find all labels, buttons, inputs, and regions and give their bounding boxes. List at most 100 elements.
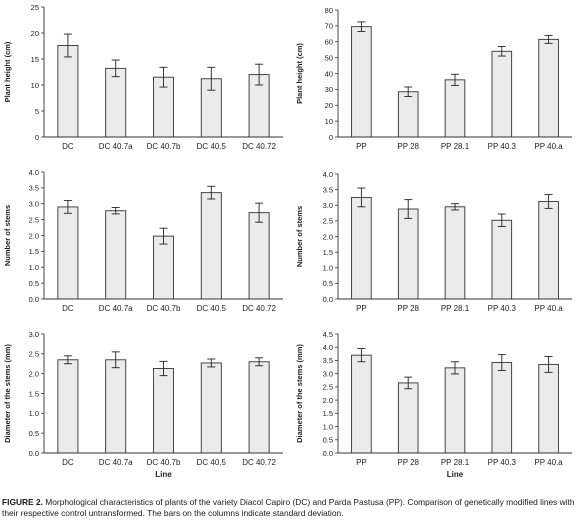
bar-5 [538,201,559,300]
y-axis-label: Diameter of the stems (mm) [295,344,304,443]
y-tick-label: 25 [31,3,39,12]
y-tick-label: 0.0 [323,295,333,304]
bar-4 [200,192,222,300]
bar-5 [538,38,559,138]
bar-1 [57,206,79,300]
y-tick-label: 2.0 [323,232,333,241]
y-tick-label: 3.0 [29,200,39,209]
y-tick-label: 0.5 [323,436,333,445]
category-label: DC 40.5 [197,458,227,467]
y-tick-label: 1.0 [29,409,39,418]
category-label: PP 28 [397,304,419,313]
y-tick-label: 15 [31,55,39,64]
y-tick-label: 70 [325,22,333,31]
y-tick-label: 1.0 [323,264,333,273]
y-tick-label: 10 [325,117,333,126]
y-tick-label: 4.0 [323,343,333,352]
y-tick-label: 3.5 [323,185,333,194]
bar-5 [248,212,270,300]
category-label: DC [62,142,74,151]
category-label: PP 40.a [534,458,563,467]
y-tick-label: 1.0 [323,422,333,431]
category-label: PP 28.1 [441,142,470,151]
y-tick-label: 4.5 [323,330,333,339]
chart-panel-6: PP PP 28 PP 28.1 PP 40.3 PP 40.a 0.0 0.5 1.0 1.5… [295,330,572,479]
chart-panel-1: DC DC 40.7a DC 40.7b DC 40.5 DC 40.72 0 5 10 15 2… [3,3,283,151]
figure-panel-grid: DC DC 40.7a DC 40.7b DC 40.5 DC 40.72 0 5 10 15 2… [3,3,572,479]
bar-1 [57,45,79,138]
category-label: PP [356,142,367,151]
y-tick-label: 80 [325,6,333,15]
y-tick-label: 2.5 [29,350,39,359]
category-label: PP 40.a [534,304,563,313]
y-axis-label: Number of stems [3,205,12,266]
y-tick-label: 1.5 [323,248,333,257]
bar-3 [444,206,466,300]
y-tick-label: 4.0 [29,168,39,177]
y-tick-label: 5 [35,107,39,116]
category-label: DC 40.72 [242,142,276,151]
bar-1 [351,26,372,138]
category-label: DC 40.7b [147,142,181,151]
chart-panel-3: DC DC 40.7a DC 40.7b DC 40.5 DC 40.72 0.0 0.5 1… [3,168,283,313]
category-label: PP 28.1 [441,304,470,313]
category-label: DC 40.7b [147,304,181,313]
y-tick-label: 2.0 [29,231,39,240]
bar-4 [491,362,513,454]
y-tick-label: 3.5 [29,184,39,193]
bar-2 [105,210,127,300]
y-tick-label: 2.5 [323,383,333,392]
y-axis-label: Diameter of the stems (mm) [3,344,12,443]
chart-panel-4: PP PP 28 PP 28.1 PP 40.3 PP 40.a 0.0 0.5 1.0 1.5… [295,170,572,313]
bar-2 [105,67,127,138]
y-tick-label: 20 [325,101,333,110]
y-tick-label: 40 [325,69,333,78]
y-tick-label: 30 [325,85,333,94]
x-axis-label: Line [447,470,464,479]
category-label: DC 40.72 [242,458,276,467]
category-label: DC 40.5 [197,142,227,151]
y-tick-label: 1.5 [29,247,39,256]
bar-3 [444,79,466,138]
y-tick-label: 0.5 [323,279,333,288]
y-tick-label: 1.0 [29,263,39,272]
bar-4 [200,362,222,454]
bar-4 [491,219,513,300]
bar-3 [444,367,466,454]
y-tick-label: 20 [31,29,39,38]
category-label: PP 28 [397,458,419,467]
bar-5 [538,363,559,454]
category-label: PP [356,304,367,313]
y-tick-label: 0.0 [29,449,39,458]
y-tick-label: 4.0 [323,170,333,179]
y-tick-label: 10 [31,81,39,90]
y-tick-label: 2.5 [323,217,333,226]
bar-2 [397,208,419,300]
y-tick-label: 3.5 [323,356,333,365]
y-tick-label: 50 [325,53,333,62]
bar-2 [105,359,127,454]
bar-2 [397,382,419,454]
category-label: DC 40.72 [242,304,276,313]
y-tick-label: 60 [325,38,333,47]
category-label: PP [356,458,367,467]
y-tick-label: 3.0 [323,201,333,210]
category-label: DC [62,458,74,467]
y-tick-label: 0 [329,133,333,142]
y-tick-label: 0.5 [29,429,39,438]
category-label: PP 40.3 [488,304,517,313]
category-label: PP 40.3 [488,142,517,151]
y-tick-label: 1.5 [29,389,39,398]
category-label: PP 28 [397,142,419,151]
chart-panel-5: DC DC 40.7a DC 40.7b DC 40.5 DC 40.72 0.0 0.5 1… [3,330,283,479]
y-axis-label: Plant height (cm) [3,41,12,102]
category-label: PP 28.1 [441,458,470,467]
category-label: DC 40.7a [99,458,133,467]
y-axis-label: Plant height (cm) [295,43,304,104]
bar-3 [153,235,174,300]
category-label: DC 40.7a [99,142,133,151]
y-tick-label: 2.5 [29,215,39,224]
bar-5 [248,361,270,454]
category-label: DC 40.5 [197,304,227,313]
y-tick-label: 3.0 [323,369,333,378]
